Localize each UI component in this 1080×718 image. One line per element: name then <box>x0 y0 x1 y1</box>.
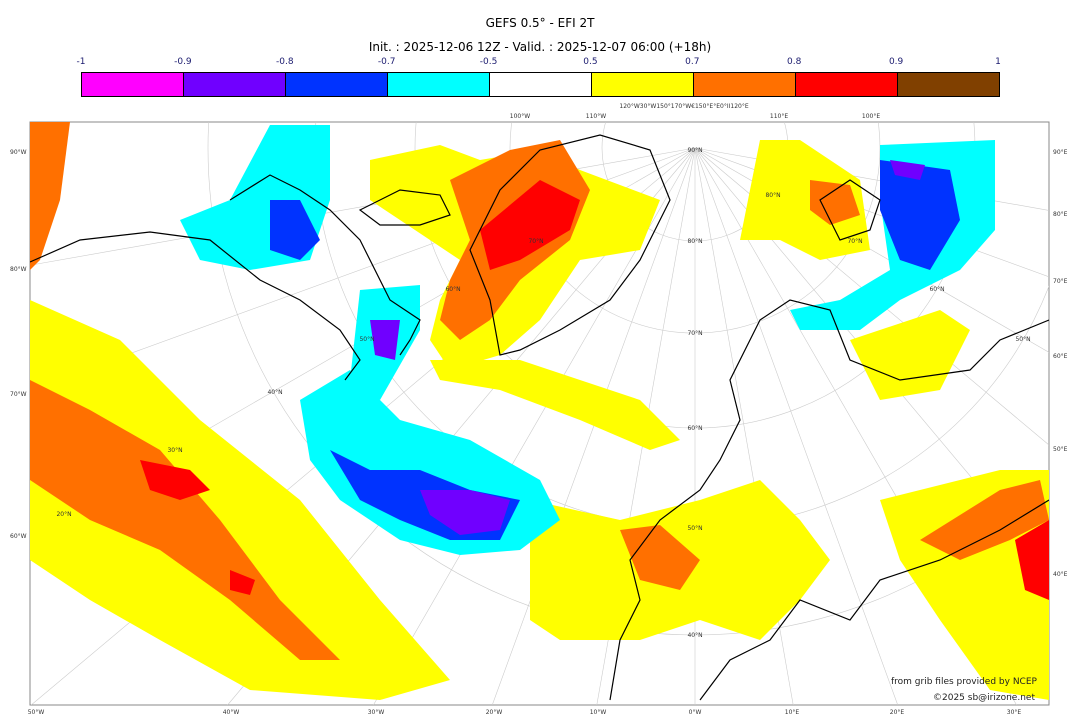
graticule-label: 10°E <box>785 709 800 716</box>
blue-canada-region <box>270 200 320 260</box>
graticule-label: 70°N <box>687 330 702 337</box>
red-caucasus-region <box>1015 520 1049 600</box>
purple-atlantic-region <box>420 490 510 535</box>
colorbar-tick-label: 0.7 <box>685 57 700 67</box>
red-atlantic-spot-2-region <box>230 570 255 595</box>
source-credit: from grib files provided by NCEP <box>891 677 1037 687</box>
graticule-label: 100°W <box>510 113 530 120</box>
yellow-north-atlantic-region <box>430 360 680 450</box>
colorbar-tick-label: -0.9 <box>174 57 192 67</box>
graticule-label: 100°E <box>862 113 880 120</box>
colorbar-segment <box>694 73 796 96</box>
yellow-atlantic-band-region <box>30 300 450 700</box>
graticule-label: 50°E <box>1053 446 1068 453</box>
orange-atlantic-band-region <box>30 380 340 660</box>
graticule-label: 50°W <box>28 709 45 716</box>
colorbar-tick-label: -0.5 <box>479 57 498 67</box>
graticule-label: 80°N <box>765 192 780 199</box>
chart-title: GEFS 0.5° - EFI 2T <box>485 16 595 30</box>
coastlines <box>30 134 1049 701</box>
graticule-labels: 90°W 80°W 70°W 60°W 90°E 80°E 70°E 60°E 50°E 40°E… <box>10 103 1068 716</box>
colorbar-segment <box>898 73 999 96</box>
purple-russia-region <box>890 160 925 180</box>
colorbar-tick-label: -1 <box>76 57 86 67</box>
colorbar-segment <box>184 73 286 96</box>
orange-kola-region <box>810 180 860 225</box>
graticule-label: 90°W <box>10 149 27 156</box>
colorbar-tick-label: -0.7 <box>377 57 396 67</box>
graticule-label: 20°E <box>890 709 905 716</box>
colorbar-segment <box>388 73 490 96</box>
graticule-label: 30°N <box>167 447 182 454</box>
red-greenland-region <box>480 180 580 270</box>
graticule-label: 40°N <box>687 632 702 639</box>
graticule-label: 40°W <box>223 709 240 716</box>
colorbar-tick-label: -0.8 <box>275 57 294 67</box>
graticule-label: 50°N <box>1015 336 1030 343</box>
red-atlantic-spot-region <box>140 460 210 500</box>
blue-russia-region <box>880 160 960 270</box>
graticule-label: 110°E <box>770 113 788 120</box>
colorbar-tick-label: 1 <box>995 57 1001 67</box>
graticule-label: 80°E <box>1053 211 1068 218</box>
graticule-label: 80°N <box>687 238 702 245</box>
colorbar-segment <box>796 73 898 96</box>
graticule-label: 90°N <box>687 147 702 154</box>
colorbar-segment <box>490 73 592 96</box>
copyright-credit: ©2025 sb@irizone.net <box>933 693 1035 703</box>
graticule-label: 10°W <box>590 709 607 716</box>
graticule-label: 50°N <box>687 525 702 532</box>
colorbar-segment <box>82 73 184 96</box>
graticule-label: 30°E <box>1007 709 1022 716</box>
graticule-label: 60°E <box>1053 353 1068 360</box>
graticule-label: 20°N <box>56 511 71 518</box>
graticule-label: 70°E <box>1053 278 1068 285</box>
graticule-label: 90°E <box>1053 149 1068 156</box>
graticule-label: 60°N <box>929 286 944 293</box>
graticule-label: 50°N <box>359 336 374 343</box>
orange-france-region <box>620 525 700 590</box>
colorbar-tick-label: 0.8 <box>787 57 802 67</box>
graticule-label: 0°W <box>689 709 702 716</box>
yellow-west-top-region <box>30 122 70 270</box>
graticule-label: 70°N <box>528 238 543 245</box>
graticule-label: 60°N <box>445 286 460 293</box>
chart-subtitle: Init. : 2025-12-06 12Z - Valid. : 2025-1… <box>368 40 712 54</box>
colorbar-tick-label: 0.9 <box>888 57 904 67</box>
graticule-label: 70°W <box>10 391 27 398</box>
graticule-label: 70°N <box>847 238 862 245</box>
graticule-label: 60°N <box>687 425 702 432</box>
colorbar-segment <box>286 73 388 96</box>
graticule-label: 40°E <box>1053 571 1068 578</box>
graticule-label: 110°W <box>586 113 606 120</box>
graticule-label: 60°W <box>10 533 27 540</box>
yellow-russia-region <box>850 310 970 400</box>
graticule-label: 30°W <box>368 709 385 716</box>
graticule-label: 80°W <box>10 266 27 273</box>
colorbar <box>81 72 1000 97</box>
colorbar-segment <box>592 73 694 96</box>
graticule-label: 120°W30°W150°170°W€150°E°E0°II120°E <box>619 103 748 110</box>
colorbar-tick-label: 0.5 <box>583 57 598 67</box>
graticule-label: 40°N <box>267 389 282 396</box>
yellow-russia-north-region <box>740 140 870 260</box>
purple-labrador-region <box>370 320 400 360</box>
graticule-label: 20°W <box>486 709 503 716</box>
orange-black-sea-region <box>920 480 1049 560</box>
